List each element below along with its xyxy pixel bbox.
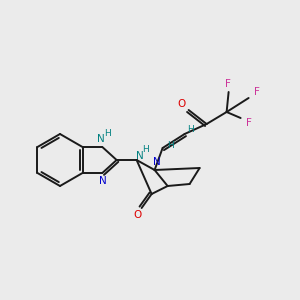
Text: N: N — [99, 176, 107, 186]
Text: F: F — [225, 79, 231, 89]
Text: N: N — [136, 151, 143, 161]
Text: O: O — [134, 210, 142, 220]
Text: N: N — [98, 134, 105, 144]
Text: N: N — [153, 157, 160, 167]
Text: H: H — [187, 124, 194, 134]
Text: H: H — [142, 146, 149, 154]
Text: H: H — [104, 130, 111, 139]
Text: O: O — [178, 99, 186, 109]
Text: H: H — [167, 140, 174, 149]
Text: F: F — [246, 118, 252, 128]
Text: F: F — [254, 87, 260, 97]
